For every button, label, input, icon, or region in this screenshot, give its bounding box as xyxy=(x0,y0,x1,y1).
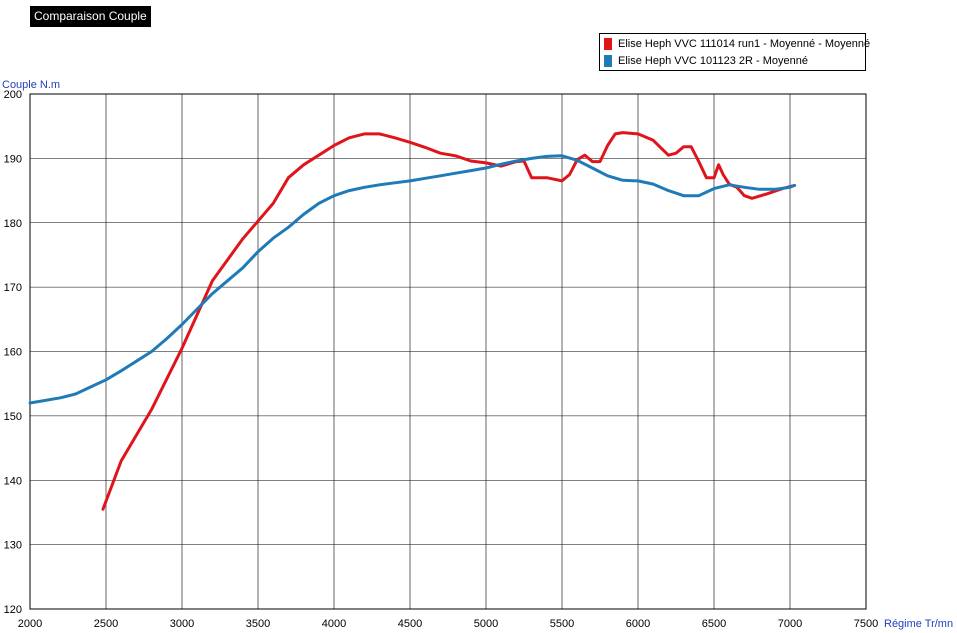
y-tick-label: 160 xyxy=(4,347,22,359)
x-tick-label: 5000 xyxy=(474,618,498,630)
x-tick-label: 3000 xyxy=(170,618,194,630)
legend-swatch-series-1 xyxy=(604,38,612,51)
x-tick-label: 2500 xyxy=(94,618,118,630)
y-tick-label: 140 xyxy=(4,475,22,487)
x-tick-label: 3500 xyxy=(246,618,270,630)
legend-label-series-1: Elise Heph VVC 111014 run1 - Moyenné - M… xyxy=(618,38,871,50)
x-tick-label: 2000 xyxy=(18,618,42,630)
y-tick-label: 190 xyxy=(4,153,22,165)
y-axis-label: Couple N.m xyxy=(2,79,60,91)
series-line-1 xyxy=(101,131,797,511)
y-tick-label: 120 xyxy=(4,604,22,616)
chart-title: Comparaison Couple xyxy=(30,6,151,27)
series-lines xyxy=(28,131,797,511)
y-tick-label: 200 xyxy=(4,89,22,101)
x-axis-label: Régime Tr/mn xyxy=(884,618,953,630)
y-tick-label: 170 xyxy=(4,282,22,294)
x-tick-label: 6500 xyxy=(702,618,726,630)
series-line-2 xyxy=(28,154,797,405)
x-tick-label: 7500 xyxy=(854,618,878,630)
legend-item-series-1: Elise Heph VVC 111014 run1 - Moyenné - M… xyxy=(604,36,870,52)
x-tick-label: 6000 xyxy=(626,618,650,630)
y-tick-label: 180 xyxy=(4,218,22,230)
x-tick-label: 4500 xyxy=(398,618,422,630)
y-tick-label: 130 xyxy=(4,540,22,552)
x-tick-label: 4000 xyxy=(322,618,346,630)
tick-labels: 2000 2500 3000 3500 4000 4500 5000 5500 6000 6500… xyxy=(4,89,879,630)
y-tick-label: 150 xyxy=(4,411,22,423)
legend: Elise Heph VVC 111014 run1 - Moyenné - M… xyxy=(599,33,870,71)
x-tick-label: 7000 xyxy=(778,618,802,630)
grid xyxy=(29,93,867,610)
x-tick-label: 5500 xyxy=(550,618,574,630)
legend-label-series-2: Elise Heph VVC 101123 2R - Moyenné xyxy=(618,55,808,67)
legend-item-series-2: Elise Heph VVC 101123 2R - Moyenné xyxy=(604,53,808,69)
legend-swatch-series-2 xyxy=(604,55,612,68)
